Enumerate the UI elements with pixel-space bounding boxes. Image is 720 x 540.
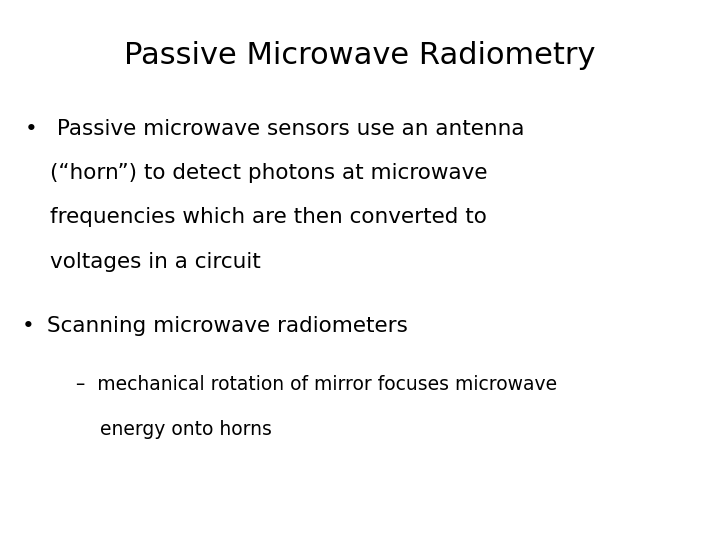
Text: voltages in a circuit: voltages in a circuit	[50, 252, 261, 272]
Text: (“horn”) to detect photons at microwave: (“horn”) to detect photons at microwave	[50, 163, 488, 183]
Text: •: •	[25, 119, 38, 139]
Text: –  mechanical rotation of mirror focuses microwave: – mechanical rotation of mirror focuses …	[76, 375, 557, 394]
Text: Passive Microwave Radiometry: Passive Microwave Radiometry	[125, 40, 595, 70]
Text: frequencies which are then converted to: frequencies which are then converted to	[50, 207, 487, 227]
Text: Scanning microwave radiometers: Scanning microwave radiometers	[47, 316, 408, 336]
Text: energy onto horns: energy onto horns	[76, 420, 271, 438]
Text: Passive microwave sensors use an antenna: Passive microwave sensors use an antenna	[50, 119, 525, 139]
Text: •: •	[22, 316, 35, 336]
